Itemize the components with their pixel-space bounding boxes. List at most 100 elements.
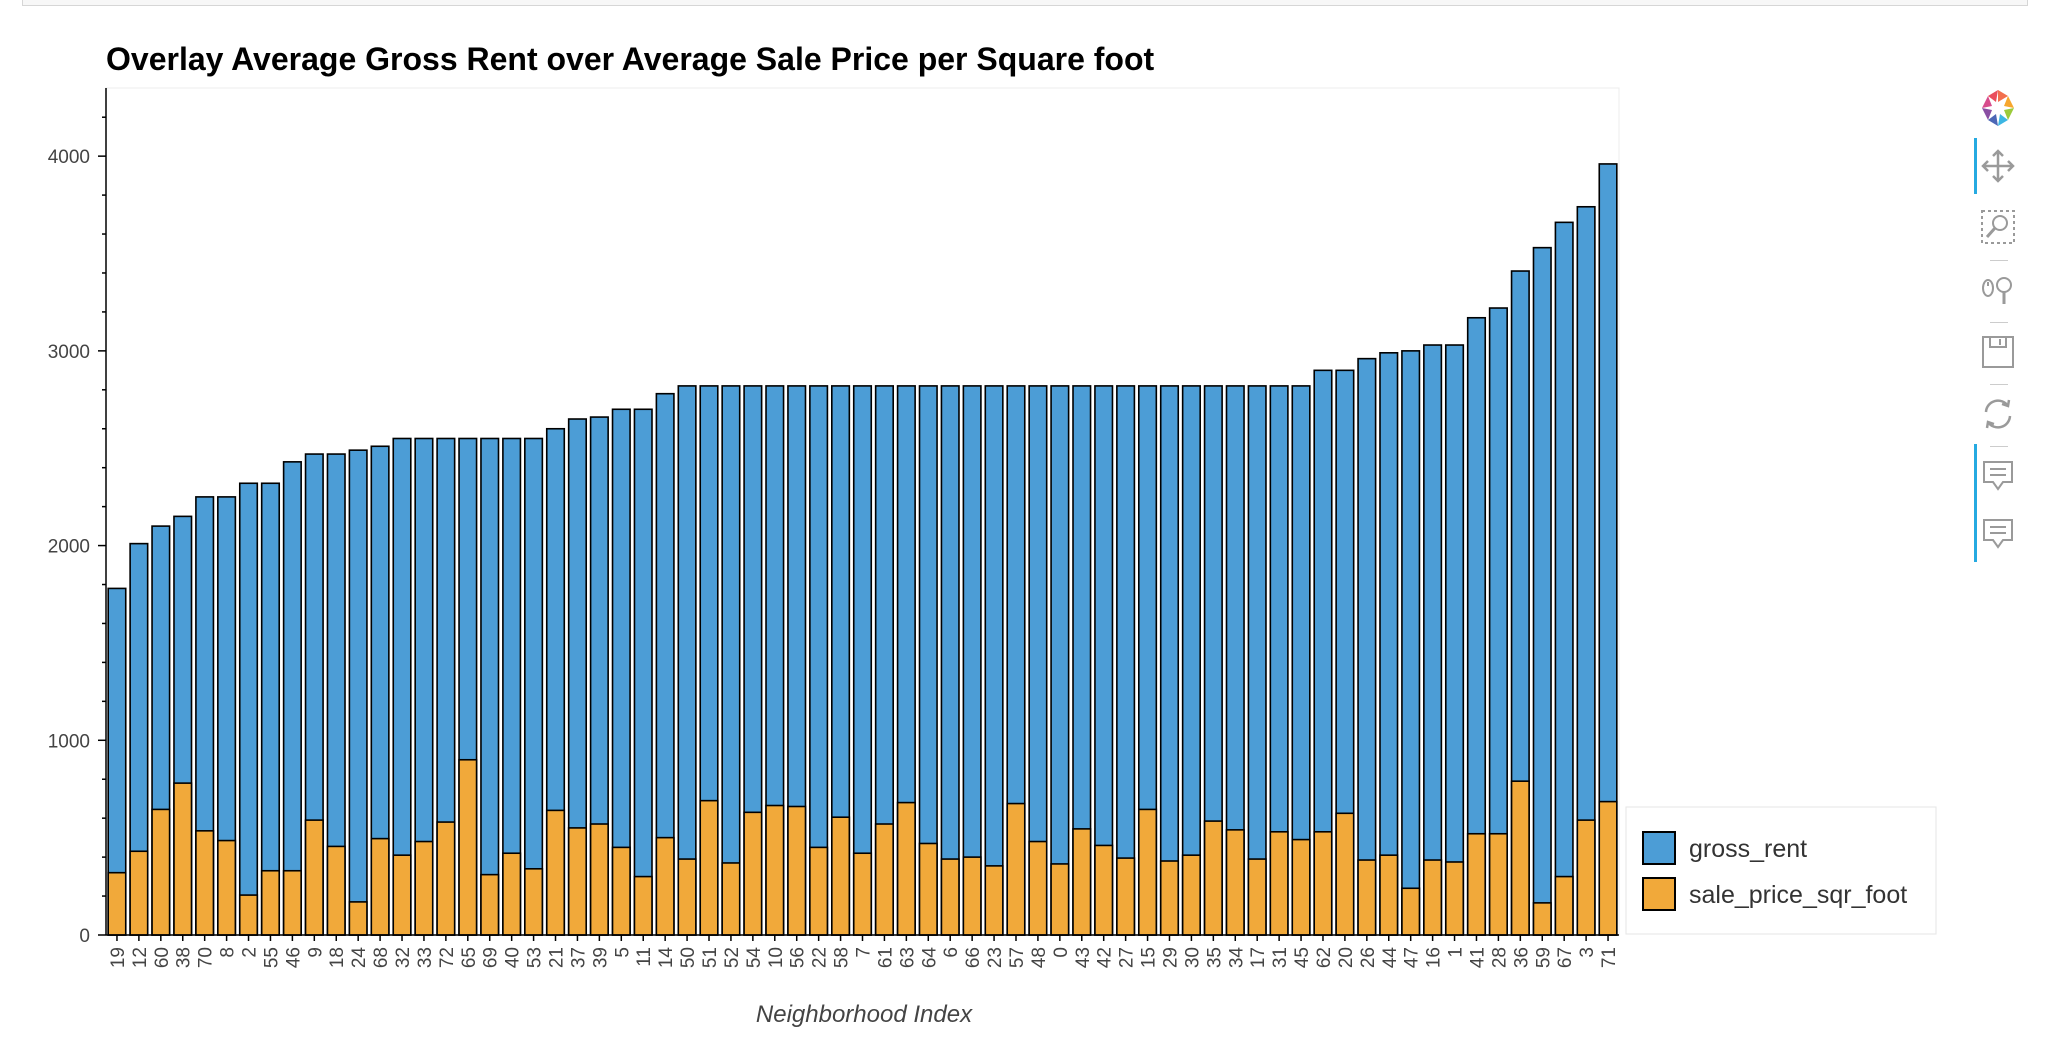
x-tick-label: 3	[1577, 947, 1598, 958]
bar-sale-price	[567, 827, 588, 936]
x-tick-label: 51	[700, 947, 721, 968]
bar-gross-rent	[1554, 221, 1574, 936]
x-tick-label: 16	[1424, 947, 1445, 968]
toolbar-separator	[1990, 322, 2008, 323]
x-tick-label: 70	[196, 947, 217, 968]
bar-sale-price	[480, 873, 500, 936]
legend-box	[1625, 806, 1937, 935]
bar-gross-rent	[633, 408, 653, 936]
x-tick-label: 17	[1248, 947, 1269, 968]
x-tick-label: 19	[108, 947, 129, 968]
x-tick-label: 1	[1446, 947, 1467, 958]
y-tick-label: 0	[79, 926, 90, 947]
bar-gross-rent	[1532, 246, 1552, 936]
x-tick-label: 44	[1380, 947, 1401, 969]
legend-label-gross-rent: gross_rent	[1689, 835, 1807, 863]
gross-rent-bars	[107, 163, 1618, 936]
bar-sale-price	[1203, 820, 1223, 936]
x-tick-label: 10	[766, 947, 787, 968]
legend-swatch-gross-rent	[1642, 831, 1676, 865]
bar-sale-price	[1313, 831, 1333, 936]
bar-sale-price	[282, 869, 302, 936]
bar-sale-price	[699, 799, 719, 936]
hover-icon[interactable]	[1974, 452, 2022, 500]
bar-gross-rent	[1181, 385, 1201, 936]
x-tick-label: 2	[240, 947, 261, 958]
x-tick-label: 7	[854, 947, 875, 958]
save-icon[interactable]	[1974, 328, 2022, 376]
x-tick-label: 45	[1292, 947, 1313, 968]
bar-sale-price	[611, 846, 631, 936]
bar-gross-rent	[677, 385, 697, 936]
bar-sale-price	[1532, 902, 1552, 936]
bar-sale-price	[787, 805, 807, 936]
bar-sale-price	[1225, 829, 1245, 936]
x-tick-label: 23	[985, 947, 1006, 968]
wheel-zoom-icon[interactable]	[1974, 266, 2022, 314]
y-tick-label: 4000	[48, 147, 90, 168]
x-tick-label: 37	[568, 947, 589, 968]
x-tick-label: 40	[503, 947, 524, 968]
x-tick-label: 64	[919, 947, 940, 969]
x-tick-label: 31	[1270, 947, 1291, 968]
x-tick-label: 53	[525, 947, 546, 968]
x-tick-label: 26	[1358, 947, 1379, 968]
x-tick-label: 72	[437, 947, 458, 968]
x-tick-label: 47	[1402, 947, 1423, 968]
x-tick-label: 59	[1533, 947, 1554, 968]
bar-sale-price	[1291, 838, 1311, 936]
x-tick-label: 68	[371, 947, 392, 968]
pan-icon[interactable]	[1974, 142, 2022, 190]
y-tick-label: 3000	[48, 342, 90, 363]
bar-gross-rent	[1423, 344, 1443, 936]
x-tick-label: 52	[722, 947, 743, 968]
bar-sale-price	[502, 852, 522, 936]
hover-icon[interactable]	[1974, 510, 2022, 558]
bar-sale-price	[326, 845, 346, 936]
bokeh-logo-icon[interactable]	[1974, 84, 2022, 132]
bar-gross-rent	[1159, 385, 1180, 936]
x-tick-label: 65	[459, 947, 480, 968]
bar-sale-price	[765, 804, 785, 936]
x-tick-label: 57	[1007, 947, 1028, 968]
bar-gross-rent	[348, 449, 368, 936]
x-tick-label: 67	[1555, 947, 1576, 968]
bar-sale-price	[217, 839, 237, 936]
bar-sale-price	[1072, 828, 1092, 936]
chart-toolbar	[1974, 82, 2024, 582]
x-tick-label: 69	[481, 947, 502, 968]
bar-sale-price	[1576, 819, 1596, 936]
bar-sale-price	[1269, 831, 1289, 936]
legend: gross_rent sale_price_sqr_foot	[1625, 806, 1937, 935]
sale-price-bars	[107, 758, 1618, 936]
bar-sale-price	[1379, 854, 1399, 936]
box-zoom-icon[interactable]	[1974, 203, 2022, 251]
x-tick-label: 28	[1489, 947, 1510, 968]
x-tick-label: 50	[678, 947, 699, 968]
bar-sale-price	[195, 830, 215, 936]
x-tick-label: 9	[305, 947, 326, 958]
bar-sale-price	[831, 816, 851, 936]
bar-gross-rent	[1379, 352, 1399, 936]
x-tick-label: 15	[1139, 947, 1160, 968]
bar-sale-price	[304, 819, 324, 936]
x-tick-label: 29	[1160, 947, 1181, 968]
x-tick-label: 22	[810, 947, 831, 968]
x-tick-label: 30	[1182, 947, 1203, 968]
x-tick-label: 71	[1599, 947, 1620, 968]
bar-sale-price	[984, 865, 1004, 936]
bar-gross-rent	[260, 482, 281, 936]
bar-sale-price	[458, 758, 478, 936]
bar-gross-rent	[238, 482, 259, 936]
reset-icon[interactable]	[1974, 390, 2022, 438]
bar-sale-price	[918, 842, 938, 936]
bar-sale-price	[173, 782, 193, 936]
x-tick-label: 33	[415, 947, 436, 968]
bar-gross-rent	[480, 437, 500, 936]
bar-gross-rent	[1444, 344, 1465, 936]
x-tick-label: 5	[612, 947, 633, 958]
x-tick-label: 20	[1336, 947, 1357, 968]
bar-sale-price	[1247, 858, 1267, 936]
bar-sale-price	[1137, 808, 1158, 936]
